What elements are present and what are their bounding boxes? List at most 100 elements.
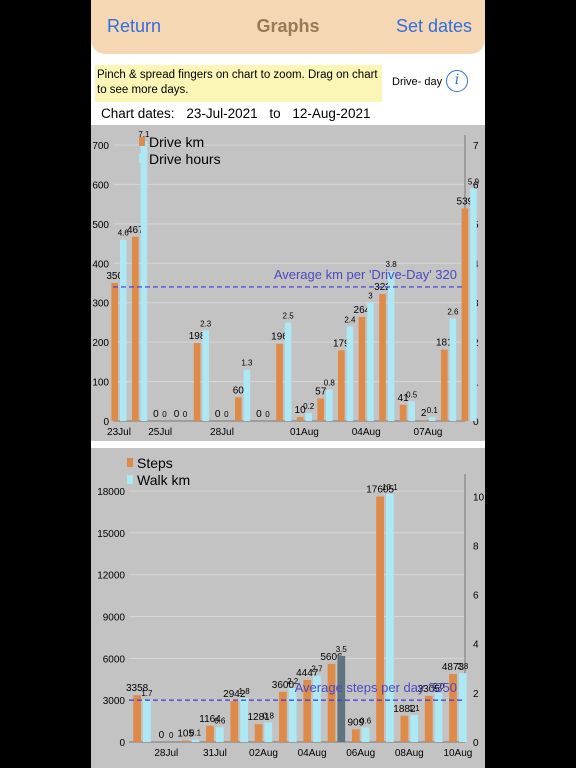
bar-value-label: 0.6 [360, 716, 372, 725]
drive-chart-svg[interactable]: 0100200300400500600700012345673504670019… [91, 125, 485, 441]
legend-label: Steps [137, 455, 173, 471]
bar-value-label: 1.1 [409, 704, 421, 713]
left-axis-tick-label: 0 [119, 738, 125, 749]
chart-dates-row: Chart dates: 23-Jul-2021 to 12-Aug-2021 [101, 106, 378, 121]
x-axis-tick-label: 02Aug [249, 748, 278, 759]
bar-value-label: 7.1 [138, 130, 150, 139]
bar-value-label: 1164 [199, 714, 221, 725]
bar-value-label: 909 [347, 717, 364, 728]
app-screen: Return Graphs Set dates Pinch & spread f… [91, 0, 485, 768]
bar-primary [399, 404, 407, 421]
left-axis-tick-label: 300 [92, 299, 109, 310]
bar-secondary [264, 722, 273, 742]
navigation-bar: Return Graphs Set dates [91, 0, 485, 54]
x-axis-tick-label: 08Aug [395, 748, 424, 759]
bar-primary [420, 420, 427, 421]
right-axis-tick-label: 0 [473, 417, 479, 428]
chart-date-to[interactable]: 12-Aug-2021 [292, 106, 371, 121]
x-axis-tick-label: 10Aug [443, 748, 472, 759]
bar-primary [376, 496, 384, 742]
legend-label: Walk km [137, 472, 190, 488]
bar-value-label: 350 [106, 271, 123, 282]
bar-value-label: 2 [421, 408, 427, 419]
legend-label: Drive hours [149, 151, 221, 167]
bar-value-label: 0.5 [406, 390, 418, 399]
bar-value-label: 1882 [393, 704, 416, 715]
x-axis-tick-label: 06Aug [346, 748, 375, 759]
bar-secondary [240, 697, 248, 742]
chart-mode-label[interactable]: Drive- day [392, 76, 443, 88]
bar-secondary [470, 188, 477, 421]
x-axis-tick-label: 28Jul [154, 748, 178, 759]
bar-secondary [191, 739, 200, 742]
bar-value-label: 0 [224, 410, 229, 419]
x-axis-tick-label: 31Jul [203, 748, 227, 759]
bar-secondary [429, 417, 436, 421]
x-axis-tick-label: 28Jul [210, 427, 234, 438]
bar-value-label: 196 [271, 332, 288, 343]
drive-chart[interactable]: 0100200300400500600700012345673504670019… [91, 125, 485, 441]
bar-primary [276, 343, 283, 421]
bar-value-label: 2.0 [433, 682, 445, 691]
bar-value-label: 3305 [418, 684, 441, 695]
info-icon[interactable]: i [446, 70, 468, 92]
bar-value-label: 2.2 [287, 677, 299, 686]
bar-value-label: 4447 [296, 668, 319, 679]
average-label: Average steps per day 3350 [295, 680, 457, 695]
bar-primary [400, 715, 409, 742]
bar-value-label: 3.5 [336, 645, 348, 654]
left-axis-tick-label: 500 [92, 220, 109, 231]
bar-value-label: 0.8 [324, 378, 336, 387]
bar-value-label: 5606 [320, 652, 343, 663]
bar-value-label: 198 [189, 331, 206, 342]
bar-secondary [449, 318, 457, 421]
left-axis-tick-label: 0 [103, 417, 109, 428]
right-axis-tick-label: 0 [473, 738, 479, 749]
bar-value-label: 0 [256, 409, 262, 420]
bar-secondary [140, 141, 148, 422]
bar-value-label: 1.3 [241, 359, 253, 368]
bar-value-label: 0 [169, 731, 174, 740]
right-axis-tick-label: 10 [473, 492, 485, 503]
bar-value-label: 41 [398, 393, 410, 404]
bar-value-label: 181 [436, 338, 453, 349]
zoom-hint-text: Pinch & spread fingers on chart to zoom.… [95, 65, 382, 102]
bar-secondary [284, 322, 292, 421]
bar-primary [449, 674, 457, 742]
left-axis-tick-label: 9000 [103, 612, 126, 623]
walk-chart[interactable]: 0 3000 6000 9000 12000 15000 18000 0 2 4 6 8 10 3358 0… [91, 448, 485, 768]
bar-secondary [361, 727, 370, 742]
legend-label: Drive km [149, 134, 204, 150]
bar-secondary [346, 326, 354, 421]
bar-secondary [434, 692, 443, 742]
bar-primary [303, 679, 312, 742]
bar-primary [230, 700, 239, 742]
x-axis-tick-label: 07Aug [414, 427, 443, 438]
bar-value-label: 0 [174, 409, 180, 420]
bar-secondary [305, 413, 312, 421]
right-axis-tick-label: 6 [473, 591, 479, 602]
bar-value-label: 10 [295, 405, 307, 416]
bar-value-label: 2.7 [311, 665, 323, 674]
bar-primary [424, 695, 433, 742]
bar-value-label: 467 [127, 225, 144, 236]
left-axis-tick-label: 600 [92, 180, 109, 191]
bar-secondary [367, 302, 374, 421]
bar-secondary [410, 714, 419, 742]
chart-date-from[interactable]: 23-Jul-2021 [186, 106, 258, 121]
bar-value-label: 0.8 [263, 711, 275, 720]
walk-chart-svg[interactable]: 0 3000 6000 9000 12000 15000 18000 0 2 4 6 8 10 3358 0… [91, 448, 485, 768]
right-axis-tick-label: 4 [473, 640, 479, 651]
right-axis-tick-label: 7 [473, 141, 479, 152]
right-axis-tick-label: 6 [473, 180, 479, 191]
bar-value-label: 3 [368, 292, 373, 301]
bar-primary [441, 349, 448, 421]
bar-value-label: 0 [159, 730, 165, 741]
bar-value-label: 57 [315, 387, 327, 398]
return-button[interactable]: Return [107, 16, 162, 36]
bar-primary [193, 342, 201, 421]
bar-value-label: 1.7 [141, 689, 153, 698]
set-dates-button[interactable]: Set dates [396, 16, 473, 36]
bar-secondary [202, 330, 209, 421]
bar-secondary [408, 401, 415, 421]
